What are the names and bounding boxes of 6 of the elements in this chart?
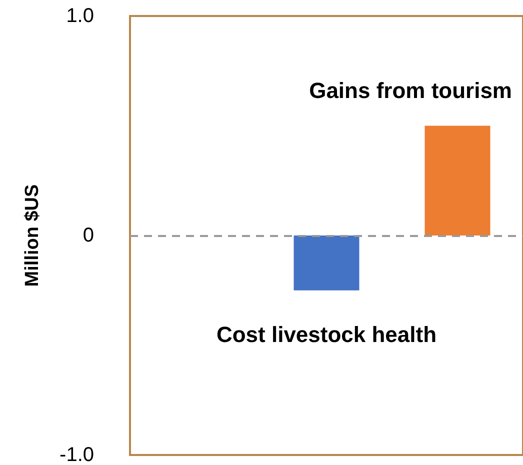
annotation: Gains from tourism [309,78,512,104]
y-tick-label: -1.0 [60,444,94,465]
y-tick-label: 1.0 [66,5,94,27]
y-tick-label: 0 [82,224,94,246]
y-axis-title: Million $US [22,184,43,287]
annotation: Cost livestock health [216,322,437,347]
